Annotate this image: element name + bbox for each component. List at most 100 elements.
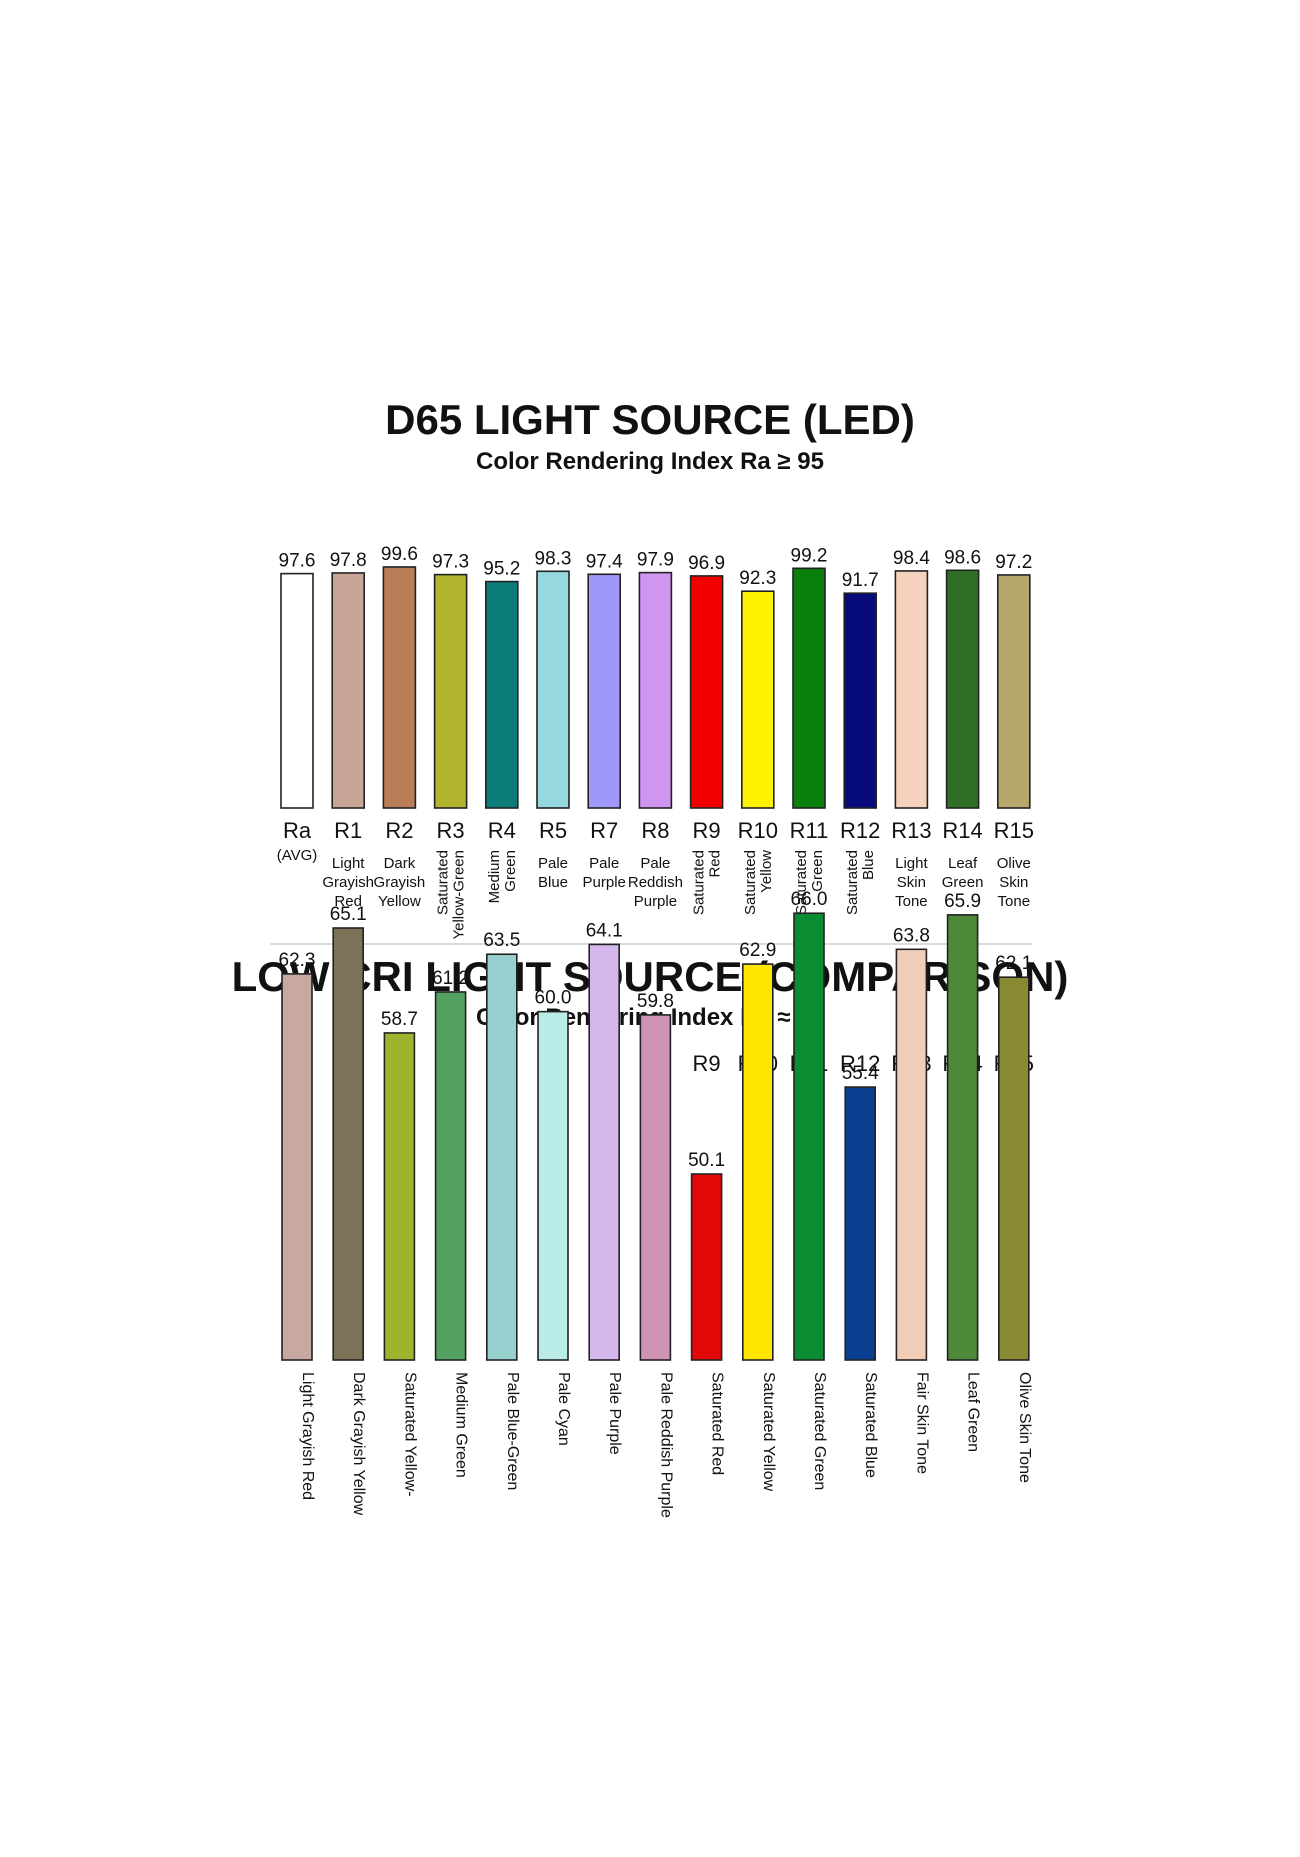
low-cri-bar-r3 (383, 1032, 416, 1361)
d65-bar-r9 (689, 575, 724, 809)
d65-chart-subtitle: Color Rendering Index Ra ≥ 95 (476, 448, 824, 475)
d65-bar-r12 (843, 592, 878, 809)
low-cri-bar-r13 (895, 948, 928, 1361)
d65-description-label: Green (502, 850, 519, 892)
d65-tick-label: R10 (738, 818, 778, 843)
d65-tick-label: R8 (641, 818, 669, 843)
d65-description-label: Green (942, 874, 984, 891)
d65-bar-r14 (945, 569, 980, 809)
d65-bar-r5 (536, 570, 570, 809)
d65-description-label: Light (332, 855, 365, 872)
d65-bar-ra (280, 572, 314, 809)
low-cri-tick-label: R9 (693, 1051, 721, 1076)
d65-description-label: Skin (999, 874, 1028, 891)
low-cri-description-label: Saturated Yellow (760, 1372, 777, 1492)
d65-tick-label: R13 (891, 818, 931, 843)
d65-value-label: 91.7 (842, 570, 879, 591)
d65-description-label: Yellow (758, 850, 775, 893)
d65-tick-label: R4 (488, 818, 516, 843)
d65-bar-r10 (740, 590, 775, 809)
d65-description-label: Blue (860, 850, 877, 880)
low-cri-bar-r1 (281, 973, 313, 1361)
d65-description-label: Saturated (742, 850, 759, 915)
low-cri-value-label: 63.5 (483, 930, 520, 951)
d65-description-label: Pale (538, 855, 568, 872)
d65-description-label: Grayish (374, 874, 426, 891)
low-cri-description-label: Saturated Green (811, 1372, 828, 1490)
d65-description-label: Yellow-Green (451, 850, 468, 940)
d65-tick-label: R2 (385, 818, 413, 843)
d65-description-label: Pale (589, 855, 619, 872)
d65-description-label: Dark (384, 855, 416, 872)
low-cri-bar-r5 (485, 953, 518, 1361)
low-cri-value-label: 50.1 (688, 1150, 725, 1171)
low-cri-description-label: Olive Skin Tone (1016, 1372, 1033, 1483)
d65-description-label: Reddish (628, 874, 683, 891)
d65-description-label: Leaf (948, 855, 978, 872)
d65-tick-label: R15 (994, 818, 1034, 843)
d65-description-label: Saturated (435, 850, 452, 915)
d65-bar-r2 (382, 566, 417, 809)
d65-bar-r15 (996, 574, 1031, 809)
d65-value-label: 98.3 (535, 548, 572, 569)
low-cri-value-label: 64.1 (586, 920, 623, 941)
d65-bar-r7 (587, 573, 622, 809)
d65-bar-r13 (894, 570, 929, 809)
low-cri-description-label: Saturated Red (709, 1372, 726, 1475)
d65-value-label: 97.3 (432, 552, 469, 573)
low-cri-value-label: 60.0 (535, 988, 572, 1009)
d65-value-label: 92.3 (739, 568, 776, 589)
d65-value-label: 95.2 (483, 559, 520, 580)
low-cri-description-label: Pale Blue-Green (504, 1372, 521, 1490)
d65-tick-label: R3 (437, 818, 465, 843)
d65-description-label: Light (895, 855, 928, 872)
low-cri-bar-r7 (588, 943, 621, 1361)
low-cri-value-label: 62.9 (739, 940, 776, 961)
d65-description-label: Saturated (844, 850, 861, 915)
low-cri-bar-r8 (639, 1014, 672, 1361)
d65-value-label: 97.4 (586, 551, 623, 572)
d65-tick-label: R7 (590, 818, 618, 843)
d65-value-label: 97.2 (995, 552, 1032, 573)
d65-value-label: 96.9 (688, 553, 725, 574)
low-cri-value-label: 58.7 (381, 1009, 418, 1030)
d65-tick-label: Ra (283, 818, 312, 843)
d65-value-label: 97.6 (279, 551, 316, 572)
low-cri-bar-r6 (537, 1010, 569, 1361)
d65-chart-title: D65 LIGHT SOURCE (LED) (385, 396, 915, 443)
low-cri-value-label: 63.8 (893, 925, 930, 946)
low-cri-value-label: 66.0 (791, 889, 828, 910)
low-cri-description-label: Leaf Green (965, 1372, 982, 1452)
low-cri-value-label: 61.2 (432, 968, 469, 989)
d65-description-label: Red (707, 850, 724, 878)
low-cri-bar-r9 (690, 1173, 723, 1361)
low-cri-bar-r2 (332, 927, 365, 1361)
d65-tick-label: R1 (334, 818, 362, 843)
low-cri-chart-title: LOW CRI LIGHT SOURCE (COMPARISON) (232, 953, 1069, 1000)
low-cri-description-label: Fair Skin Tone (913, 1372, 930, 1474)
d65-description-label: Skin (897, 874, 926, 891)
low-cri-value-label: 62.1 (995, 953, 1032, 974)
low-cri-tick-label: R12 (840, 1051, 880, 1076)
low-cri-description-label: Pale Cyan (555, 1372, 572, 1446)
d65-bar-r3 (433, 573, 468, 809)
low-cri-bar-r14 (946, 914, 979, 1361)
d65-bar-r11 (792, 567, 826, 809)
d65-description-label: Tone (895, 893, 928, 910)
low-cri-bar-r10 (741, 963, 774, 1361)
d65-tick-label: R12 (840, 818, 880, 843)
low-cri-bar-r12 (844, 1086, 877, 1361)
d65-tick-label: R14 (942, 818, 982, 843)
d65-description-label: Saturated (793, 850, 810, 915)
d65-value-label: 99.6 (381, 544, 418, 565)
d65-description-label: Blue (538, 874, 568, 891)
d65-description-label: Grayish (322, 874, 374, 891)
d65-value-label: 98.4 (893, 548, 930, 569)
d65-description-label: Red (334, 893, 362, 910)
low-cri-bar-r11 (793, 912, 825, 1361)
low-cri-description-label: Pale Reddish Purple (657, 1372, 674, 1518)
d65-bar-r4 (484, 580, 519, 809)
d65-description-label: Purple (583, 874, 626, 891)
